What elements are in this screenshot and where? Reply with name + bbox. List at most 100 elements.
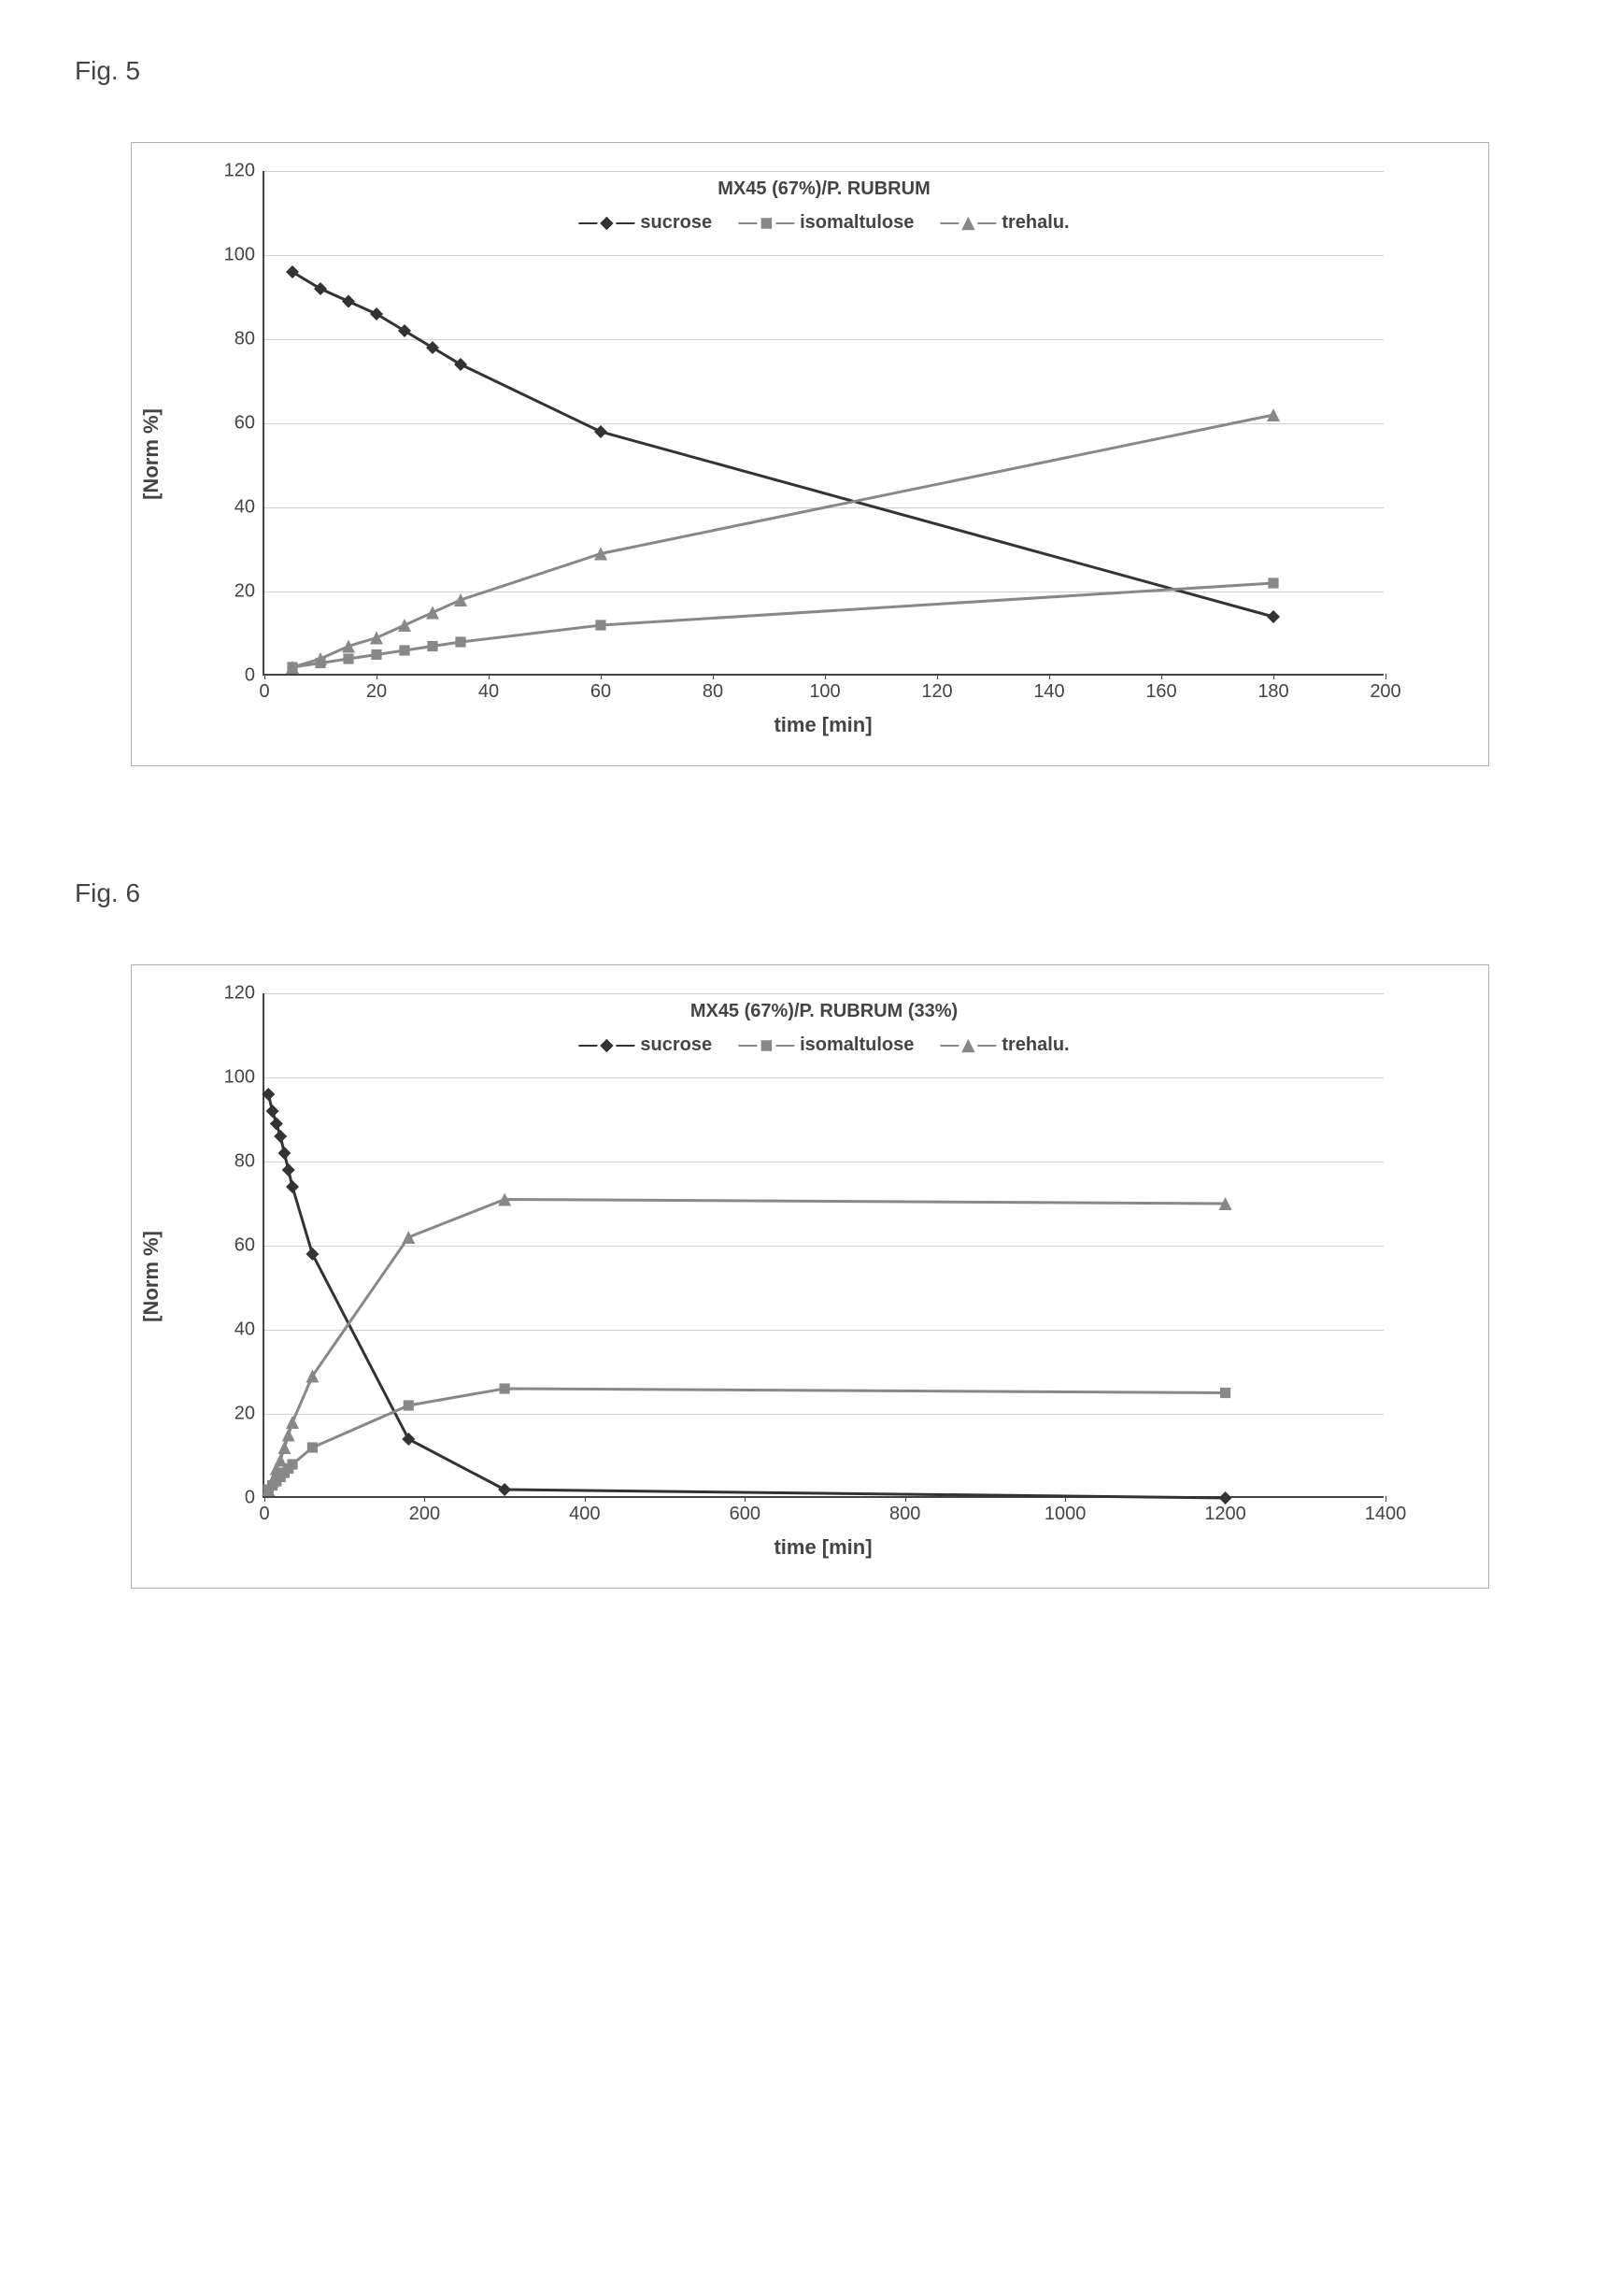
data-marker (306, 1248, 319, 1261)
y-tick-label: 40 (234, 497, 264, 519)
data-marker (274, 1454, 287, 1467)
x-tick-label: 40 (478, 674, 499, 703)
legend-item: trehalu. (940, 1034, 1069, 1056)
x-tick-label: 0 (259, 674, 269, 703)
series-line (292, 415, 1273, 667)
legend-line-icon (738, 222, 757, 224)
x-tick-label: 600 (730, 1496, 760, 1525)
series-layer (264, 171, 1386, 676)
y-tick-label: 80 (234, 1151, 264, 1173)
data-marker (402, 1433, 415, 1446)
legend-label: sucrose (640, 212, 712, 234)
legend-line-icon (738, 1045, 757, 1047)
y-tick-label: 120 (224, 983, 264, 1005)
x-tick-label: 60 (590, 674, 611, 703)
x-tick-label: 180 (1258, 674, 1288, 703)
y-tick-label: 60 (234, 413, 264, 435)
x-tick-label: 80 (703, 674, 723, 703)
x-tick-label: 100 (809, 674, 840, 703)
data-marker (342, 295, 355, 308)
chart-title: MX45 (67%)/P. RUBRUM (33%) (690, 1001, 958, 1022)
x-tick-label: 140 (1033, 674, 1064, 703)
x-tick-label: 200 (1370, 674, 1400, 703)
legend-label: trehalu. (1002, 212, 1069, 234)
x-tick-label: 200 (409, 1496, 440, 1525)
legend-line-icon (977, 222, 996, 224)
legend-line-icon (940, 222, 959, 224)
x-tick-label: 400 (569, 1496, 600, 1525)
data-marker (595, 620, 605, 630)
plot-area: 0204060801001200204060801001201401601802… (263, 171, 1384, 676)
data-marker (1267, 610, 1280, 623)
legend-label: trehalu. (1002, 1034, 1069, 1056)
x-tick-label: 800 (889, 1496, 920, 1525)
legend-label: sucrose (640, 1034, 712, 1056)
data-marker (500, 1383, 510, 1393)
data-marker (398, 619, 411, 632)
data-marker (1268, 578, 1278, 588)
data-marker (427, 641, 437, 651)
data-marker (266, 1105, 279, 1118)
chart-container: [Norm %] 02040608010012002040608010012014… (131, 142, 1489, 766)
x-tick-label: 160 (1145, 674, 1176, 703)
data-marker (426, 606, 439, 620)
legend-line-icon (977, 1045, 996, 1047)
x-axis-label: time [min] (263, 1535, 1384, 1560)
legend: sucrose isomaltulose trehalu. (578, 212, 1069, 234)
data-marker (398, 324, 411, 337)
data-marker (426, 341, 439, 354)
chart-wrap: [Norm %]02040608010012002040608010012014… (206, 171, 1470, 737)
x-tick-label: 20 (366, 674, 387, 703)
data-marker (314, 282, 327, 295)
y-tick-label: 20 (234, 581, 264, 603)
data-marker (274, 1130, 287, 1143)
legend-line-icon (775, 222, 794, 224)
legend-line-icon (578, 1045, 597, 1047)
data-marker (454, 358, 467, 371)
legend-label: isomaltulose (800, 1034, 914, 1056)
series-layer (264, 993, 1386, 1498)
legend-line-icon (616, 222, 634, 224)
legend-line-icon (775, 1045, 794, 1047)
legend-item: isomaltulose (738, 1034, 914, 1056)
y-axis-label: [Norm %] (139, 408, 163, 500)
plot-area: 0204060801001200200400600800100012001400… (263, 993, 1384, 1498)
x-tick-label: 1400 (1365, 1496, 1407, 1525)
y-tick-label: 120 (224, 161, 264, 182)
data-marker (343, 653, 353, 663)
data-marker (286, 265, 299, 278)
chart-container: [Norm %] 02040608010012002004006008001000… (131, 964, 1489, 1589)
data-marker (286, 1416, 299, 1429)
y-tick-label: 60 (234, 1235, 264, 1257)
legend-line-icon (616, 1045, 634, 1047)
data-marker (404, 1400, 414, 1410)
legend-label: isomaltulose (800, 212, 914, 234)
x-tick-label: 1000 (1044, 1496, 1087, 1525)
legend-line-icon (940, 1045, 959, 1047)
chart-wrap: [Norm %]02040608010012002004006008001000… (206, 993, 1470, 1560)
chart-title: MX45 (67%)/P. RUBRUM (718, 178, 930, 200)
data-marker (262, 1088, 275, 1101)
data-marker (286, 1180, 299, 1193)
data-marker (370, 307, 383, 321)
data-marker (270, 1118, 283, 1131)
legend-item: sucrose (578, 212, 712, 234)
legend-item: trehalu. (940, 212, 1069, 234)
legend-item: sucrose (578, 1034, 712, 1056)
y-tick-label: 20 (234, 1404, 264, 1425)
data-marker (277, 1147, 291, 1160)
x-tick-label: 0 (259, 1496, 269, 1525)
y-axis-label: [Norm %] (139, 1231, 163, 1322)
data-marker (277, 1441, 291, 1454)
legend: sucrose isomaltulose trehalu. (578, 1034, 1069, 1056)
figure-label: Fig. 6 (75, 878, 1564, 908)
x-tick-label: 120 (921, 674, 952, 703)
data-marker (594, 425, 607, 438)
data-marker (282, 1429, 295, 1442)
data-marker (455, 636, 465, 647)
figure-label: Fig. 5 (75, 56, 1564, 86)
data-marker (371, 649, 381, 660)
data-marker (307, 1442, 318, 1452)
data-marker (402, 1231, 415, 1244)
data-marker (287, 1459, 297, 1469)
